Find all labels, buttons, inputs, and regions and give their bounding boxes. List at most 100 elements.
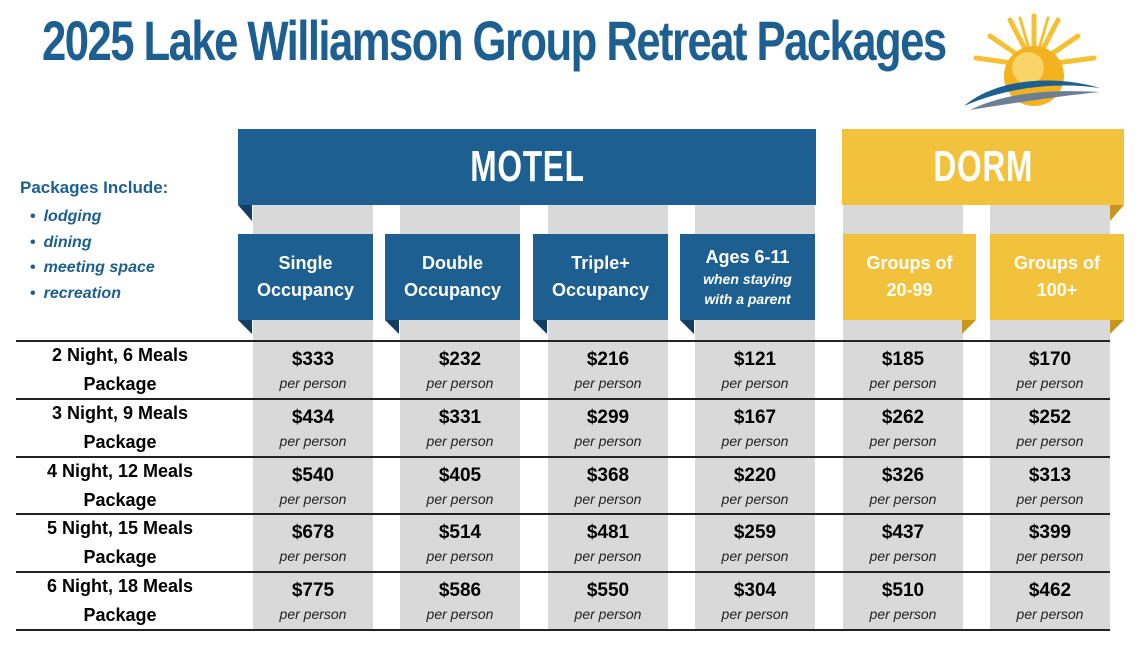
price-unit: per person bbox=[721, 432, 789, 449]
price-unit: per person bbox=[574, 548, 642, 565]
table-rule bbox=[16, 571, 1110, 574]
price-value: $586 bbox=[438, 580, 482, 602]
motel-band: MOTEL bbox=[238, 129, 816, 205]
price-unit: per person bbox=[1016, 375, 1084, 391]
price-cell: $170 per person bbox=[990, 341, 1110, 399]
column-header-note: when staying bbox=[703, 271, 792, 287]
price-unit: per person bbox=[574, 432, 642, 449]
packages-include-list: Packages Include: lodging dining meeting… bbox=[20, 178, 168, 306]
price-cell: $437 per person bbox=[843, 514, 963, 572]
price-unit: per person bbox=[279, 606, 347, 623]
price-unit: per person bbox=[1016, 606, 1084, 623]
price-unit: per person bbox=[426, 606, 494, 623]
price-value: $121 bbox=[733, 349, 777, 370]
column-header-line: Occupancy bbox=[551, 280, 650, 300]
price-cell: $167 per person bbox=[695, 399, 815, 457]
package-label-line: 3 Night, 9 Meals bbox=[51, 402, 189, 423]
table-rule bbox=[16, 513, 1110, 516]
dorm-band: DORM bbox=[842, 129, 1124, 205]
price-cell: $434 per person bbox=[253, 399, 373, 457]
package-label: 6 Night, 18 Meals Package bbox=[20, 572, 220, 630]
price-unit: per person bbox=[869, 432, 937, 449]
column-header-ages-6-11: Ages 6-11 when staying with a parent bbox=[680, 234, 815, 320]
price-cell: $232 per person bbox=[400, 341, 520, 399]
price-cell: $304 per person bbox=[695, 572, 815, 630]
price-value: $232 bbox=[438, 349, 482, 370]
price-cell: $586 per person bbox=[400, 572, 520, 630]
price-cell: $326 per person bbox=[843, 457, 963, 515]
price-unit: per person bbox=[279, 490, 347, 507]
price-value: $462 bbox=[1028, 580, 1072, 602]
table-rule bbox=[16, 629, 1110, 631]
price-unit: per person bbox=[869, 548, 937, 565]
price-cell: $299 per person bbox=[548, 399, 668, 457]
price-unit: per person bbox=[279, 432, 347, 449]
price-unit: per person bbox=[721, 548, 789, 565]
price-cell: $121 per person bbox=[695, 341, 815, 399]
price-value: $331 bbox=[438, 406, 482, 428]
column-header-note: with a parent bbox=[704, 291, 791, 307]
price-cell: $514 per person bbox=[400, 514, 520, 572]
header-fold bbox=[1110, 320, 1124, 334]
price-value: $510 bbox=[881, 580, 925, 602]
page-title: 2025 Lake Williamson Group Retreat Packa… bbox=[42, 9, 947, 72]
price-unit: per person bbox=[279, 548, 347, 565]
price-value: $252 bbox=[1028, 406, 1072, 428]
price-unit: per person bbox=[721, 375, 789, 391]
package-label-line: 6 Night, 18 Meals bbox=[46, 576, 194, 597]
package-label-line: Package bbox=[83, 547, 157, 568]
price-value: $678 bbox=[291, 522, 335, 544]
price-cell: $368 per person bbox=[548, 457, 668, 515]
column-header-triple-occupancy: Triple+ Occupancy bbox=[533, 234, 668, 320]
price-cell: $399 per person bbox=[990, 514, 1110, 572]
price-value: $326 bbox=[881, 464, 925, 486]
column-header-single-occupancy: Single Occupancy bbox=[238, 234, 373, 320]
price-cell: $540 per person bbox=[253, 457, 373, 515]
price-value: $481 bbox=[586, 522, 630, 544]
column-header-line: Ages 6-11 bbox=[705, 247, 790, 267]
header-fold bbox=[238, 320, 252, 334]
price-unit: per person bbox=[574, 490, 642, 507]
price-value: $434 bbox=[291, 406, 335, 428]
table-rule bbox=[16, 397, 1110, 400]
column-header-line: Triple+ bbox=[571, 253, 630, 273]
price-value: $259 bbox=[733, 522, 777, 544]
price-value: $167 bbox=[733, 406, 777, 428]
price-value: $262 bbox=[881, 406, 925, 428]
table-rule bbox=[16, 340, 1110, 342]
column-header-line: Double bbox=[422, 253, 483, 273]
price-cell: $252 per person bbox=[990, 399, 1110, 457]
package-label-line: 4 Night, 12 Meals bbox=[46, 460, 194, 481]
column-header-groups-100-plus: Groups of 100+ bbox=[990, 234, 1124, 320]
header-fold bbox=[962, 320, 976, 334]
price-unit: per person bbox=[869, 490, 937, 507]
package-label-line: 2 Night, 6 Meals bbox=[51, 345, 189, 365]
package-label-line: Package bbox=[83, 431, 157, 452]
price-unit: per person bbox=[574, 375, 642, 391]
package-label: 3 Night, 9 Meals Package bbox=[20, 399, 220, 457]
price-value: $313 bbox=[1028, 464, 1072, 486]
package-label: 5 Night, 15 Meals Package bbox=[20, 514, 220, 572]
column-header-double-occupancy: Double Occupancy bbox=[385, 234, 520, 320]
price-value: $299 bbox=[586, 406, 630, 428]
price-unit: per person bbox=[869, 375, 937, 391]
price-value: $368 bbox=[586, 464, 630, 486]
price-value: $399 bbox=[1028, 522, 1072, 544]
package-label: 2 Night, 6 Meals Package bbox=[20, 341, 220, 399]
header-fold bbox=[680, 320, 694, 334]
column-header-line: Groups of bbox=[866, 253, 953, 273]
price-unit: per person bbox=[279, 375, 347, 391]
price-cell: $220 per person bbox=[695, 457, 815, 515]
package-label-line: Package bbox=[83, 489, 157, 510]
price-unit: per person bbox=[574, 606, 642, 623]
price-cell: $678 per person bbox=[253, 514, 373, 572]
motel-band-fold bbox=[238, 205, 252, 221]
package-label-line: Package bbox=[83, 605, 157, 626]
dorm-band-fold bbox=[1110, 205, 1124, 221]
price-cell: $405 per person bbox=[400, 457, 520, 515]
price-unit: per person bbox=[721, 606, 789, 623]
include-item-meeting-space: meeting space bbox=[30, 255, 168, 281]
price-value: $216 bbox=[586, 349, 630, 370]
price-unit: per person bbox=[426, 432, 494, 449]
price-value: $170 bbox=[1028, 349, 1072, 370]
